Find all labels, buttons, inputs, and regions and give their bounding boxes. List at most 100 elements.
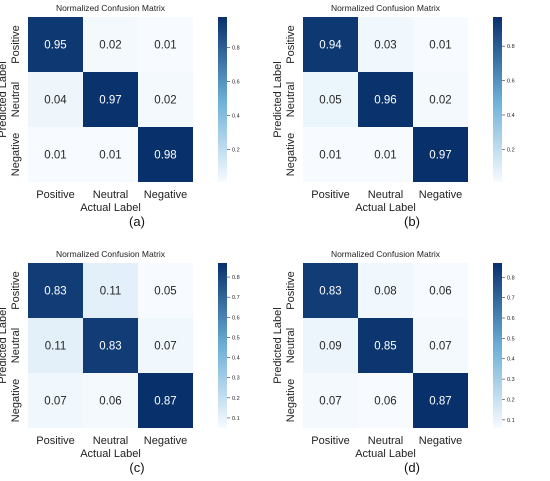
y-tick-label: Negative: [285, 133, 297, 176]
y-tick-label: Negative: [10, 379, 22, 422]
x-tick-label: Positive: [311, 189, 350, 201]
heatmap-cell: [28, 263, 83, 318]
colorbar-tick-label: 0.2: [507, 147, 515, 153]
colorbar-tick-label: 0.2: [507, 397, 515, 403]
colorbar-tick-label: 0.3: [507, 377, 515, 383]
heatmap-cell: [303, 17, 358, 72]
heatmap-cell: [358, 263, 413, 318]
x-tick-label: Negative: [144, 435, 187, 447]
heatmap-cell: [413, 17, 468, 72]
colorbar: [493, 263, 502, 428]
heatmap-cell: [28, 72, 83, 127]
y-axis-label: Predicted Label: [0, 61, 9, 137]
colorbar-tick-label: 0.4: [232, 356, 240, 362]
cell-value-label: 0.98: [154, 150, 176, 162]
heatmap-cell: [303, 318, 358, 373]
colorbar-tick-label: 0.5: [232, 335, 240, 341]
heatmap-cell: [138, 318, 193, 373]
cell-value-label: 0.11: [45, 341, 67, 353]
panel-label: (c): [129, 460, 144, 475]
heatmap-cell: [138, 17, 193, 72]
cell-value-label: 0.95: [44, 40, 66, 52]
colorbar-tick-label: 0.4: [507, 357, 515, 363]
heatmap-cell: [413, 373, 468, 428]
y-tick-label: Neutral: [285, 82, 297, 117]
cell-value-label: 0.01: [44, 150, 66, 162]
heatmap-cell: [358, 72, 413, 127]
panel-2: Normalized Confusion Matrix 0.94 0.03 0.01 0…: [272, 3, 515, 229]
cell-value-label: 0.83: [99, 341, 121, 353]
chart-title: Normalized Confusion Matrix: [56, 249, 166, 259]
panel-3: Normalized Confusion Matrix 0.83 0.11 0.05 0…: [0, 249, 240, 475]
cell-value-label: 0.07: [154, 341, 176, 353]
colorbar-tick-label: 0.2: [232, 148, 240, 154]
x-tick-label: Positive: [36, 435, 75, 447]
heatmap-cell: [358, 127, 413, 182]
colorbar-tick-label: 0.1: [507, 418, 515, 424]
y-tick-label: Positive: [285, 271, 297, 310]
cell-value-label: 0.87: [154, 396, 176, 408]
chart-title: Normalized Confusion Matrix: [331, 3, 441, 13]
y-tick-label: Neutral: [10, 328, 22, 363]
y-tick-label: Negative: [285, 379, 297, 422]
cell-value-label: 0.04: [44, 95, 67, 107]
heatmap-cell: [83, 318, 138, 373]
colorbar-tick-label: 0.5: [507, 336, 515, 342]
x-axis-label: Actual Label: [355, 448, 416, 460]
colorbar-tick-label: 0.4: [232, 114, 240, 120]
y-tick-label: Neutral: [10, 82, 22, 117]
colorbar-tick-label: 0.8: [232, 46, 240, 52]
x-tick-label: Neutral: [93, 189, 128, 201]
colorbar-tick-label: 0.8: [232, 275, 240, 281]
cell-value-label: 0.11: [100, 286, 122, 298]
cell-value-label: 0.08: [374, 286, 396, 298]
y-tick-label: Positive: [285, 25, 297, 64]
x-tick-label: Neutral: [368, 435, 403, 447]
heatmap-cell: [138, 263, 193, 318]
colorbar: [493, 17, 502, 182]
heatmap-cell: [28, 373, 83, 428]
colorbar-tick-label: 0.1: [232, 416, 240, 422]
heatmap-cell: [413, 127, 468, 182]
x-axis-label: Actual Label: [355, 202, 416, 214]
cell-value-label: 0.09: [319, 341, 341, 353]
colorbar-tick-label: 0.6: [507, 79, 515, 85]
cell-value-label: 0.06: [374, 396, 396, 408]
heatmap-cell: [303, 72, 358, 127]
colorbar-tick-label: 0.8: [507, 44, 515, 50]
x-axis-label: Actual Label: [80, 448, 141, 460]
chart-title: Normalized Confusion Matrix: [56, 3, 166, 13]
heatmap-cell: [413, 72, 468, 127]
y-axis-label: Predicted Label: [272, 307, 284, 383]
colorbar-tick-label: 0.4: [507, 113, 515, 119]
y-tick-label: Positive: [10, 25, 22, 64]
chart-title: Normalized Confusion Matrix: [331, 249, 441, 259]
cell-value-label: 0.02: [154, 95, 176, 107]
colorbar-tick-label: 0.6: [507, 316, 515, 322]
panel-label: (d): [404, 460, 420, 475]
colorbar-tick-label: 0.8: [507, 275, 515, 281]
heatmap-cell: [28, 318, 83, 373]
cell-value-label: 0.03: [374, 40, 396, 52]
x-tick-label: Negative: [419, 435, 462, 447]
cell-value-label: 0.07: [44, 396, 66, 408]
colorbar-tick-label: 0.7: [507, 296, 515, 302]
panel-label: (a): [129, 214, 145, 229]
heatmap-cell: [303, 373, 358, 428]
cell-value-label: 0.02: [99, 40, 121, 52]
x-tick-label: Positive: [36, 189, 75, 201]
y-axis-label: Predicted Label: [272, 61, 284, 137]
cell-value-label: 0.97: [99, 95, 121, 107]
x-axis-label: Actual Label: [80, 202, 141, 214]
y-axis-label: Predicted Label: [0, 307, 9, 383]
cell-value-label: 0.97: [429, 150, 451, 162]
x-tick-label: Positive: [311, 435, 350, 447]
heatmap-cell: [83, 373, 138, 428]
heatmap-cell: [138, 373, 193, 428]
heatmap-cell: [138, 72, 193, 127]
cell-value-label: 0.01: [99, 150, 121, 162]
cell-value-label: 0.01: [374, 150, 396, 162]
cell-value-label: 0.07: [429, 341, 451, 353]
heatmap-cell: [83, 127, 138, 182]
